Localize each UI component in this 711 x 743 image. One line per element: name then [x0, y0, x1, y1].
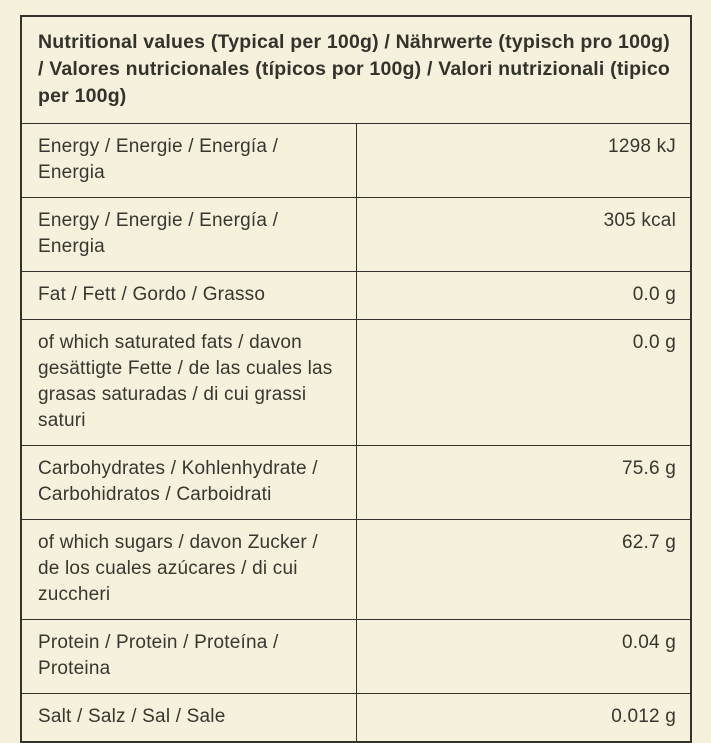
nutrient-label: of which saturated fats / davon gesättig…	[20, 319, 357, 446]
nutrient-label: Fat / Fett / Gordo / Grasso	[20, 271, 357, 320]
nutrition-table-title: Nutritional values (Typical per 100g) / …	[20, 15, 692, 124]
nutrient-value: 0.012 g	[355, 693, 692, 743]
table-row: Energy / Energie / Energía / Energia 305…	[20, 197, 692, 272]
nutrient-value: 0.04 g	[355, 619, 692, 694]
nutrition-table-head: Nutritional values (Typical per 100g) / …	[20, 15, 692, 124]
table-row: of which saturated fats / davon gesättig…	[20, 319, 692, 446]
nutrition-table-body: Energy / Energie / Energía / Energia 129…	[20, 123, 692, 743]
nutrient-label: of which sugars / davon Zucker / de los …	[20, 519, 357, 620]
nutrient-label: Energy / Energie / Energía / Energia	[20, 197, 357, 272]
nutrition-table: Nutritional values (Typical per 100g) / …	[20, 15, 692, 743]
header-row: Nutritional values (Typical per 100g) / …	[20, 15, 692, 124]
nutrient-value: 0.0 g	[355, 319, 692, 446]
nutrient-label: Energy / Energie / Energía / Energia	[20, 123, 357, 198]
nutrition-label: Nutritional values (Typical per 100g) / …	[20, 15, 692, 743]
nutrient-value: 305 kcal	[355, 197, 692, 272]
table-row: Protein / Protein / Proteína / Proteina …	[20, 619, 692, 694]
nutrient-value: 0.0 g	[355, 271, 692, 320]
nutrient-value: 1298 kJ	[355, 123, 692, 198]
nutrient-label: Carbohydrates / Kohlenhydrate / Carbohid…	[20, 445, 357, 520]
nutrient-label: Protein / Protein / Proteína / Proteina	[20, 619, 357, 694]
table-row: of which sugars / davon Zucker / de los …	[20, 519, 692, 620]
table-row: Carbohydrates / Kohlenhydrate / Carbohid…	[20, 445, 692, 520]
nutrient-label: Salt / Salz / Sal / Sale	[20, 693, 357, 743]
table-row: Energy / Energie / Energía / Energia 129…	[20, 123, 692, 198]
table-row: Salt / Salz / Sal / Sale 0.012 g	[20, 693, 692, 743]
nutrient-value: 75.6 g	[355, 445, 692, 520]
table-row: Fat / Fett / Gordo / Grasso 0.0 g	[20, 271, 692, 320]
nutrient-value: 62.7 g	[355, 519, 692, 620]
